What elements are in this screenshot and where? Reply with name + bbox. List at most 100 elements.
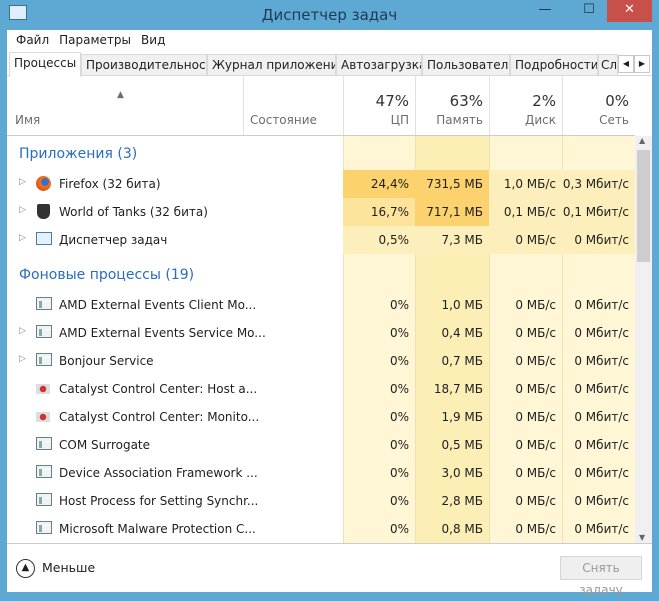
end-task-button[interactable]: Снять задачу (560, 556, 642, 597)
scroll-up-icon[interactable]: ▲ (639, 136, 646, 145)
process-row[interactable]: Microsoft Malware Protection C... 0% 0,8 М… (7, 515, 635, 543)
footer: ▲ Меньше Снять задачу (7, 543, 652, 597)
process-mem: 731,5 МБ (415, 170, 489, 198)
vertical-scrollbar[interactable]: ▲ ▼ (635, 136, 652, 544)
process-mem: 0,8 МБ (441, 522, 483, 536)
close-button[interactable]: ✕ (607, 0, 652, 22)
expand-icon[interactable]: ▷ (19, 326, 26, 336)
process-net: 0 Мбит/с (574, 354, 629, 368)
chevron-up-circle-icon[interactable]: ▲ (16, 559, 35, 578)
expand-icon[interactable]: ▷ (19, 233, 26, 243)
process-mem: 7,3 МБ (415, 226, 489, 254)
tab-startup[interactable]: Автозагрузка (336, 54, 422, 76)
process-row[interactable]: ▷ Firefox (32 бита) 24,4% 731,5 МБ 1,0 МБ/с 0… (7, 170, 635, 198)
column-cpu[interactable]: 47% ЦП (343, 76, 415, 135)
process-net: 0 Мбит/с (574, 382, 629, 396)
process-cpu: 0% (389, 466, 409, 480)
service-window-icon (36, 521, 52, 536)
process-disk: 0 МБ/с (515, 494, 556, 508)
process-row[interactable]: COM Surrogate 0% 0,5 МБ 0 МБ/с 0 Мбит/с (7, 431, 635, 459)
firefox-icon (36, 176, 52, 191)
group-background: Фоновые процессы (19) (7, 261, 635, 289)
process-row[interactable]: ▷ Диспетчер задач 0,5% 7,3 МБ 0 МБ/с 0 Мбит/с (7, 226, 635, 254)
process-net: 0 Мбит/с (574, 522, 629, 536)
column-status[interactable]: Состояние (243, 76, 343, 135)
column-network-label: Сеть (599, 113, 629, 127)
process-name: Host Process for Setting Synchr... (59, 494, 259, 508)
process-row[interactable]: ▷ Bonjour Service 0% 0,7 МБ 0 МБ/с 0 Мбит/с (7, 347, 635, 375)
process-cpu: 0% (389, 382, 409, 396)
column-memory[interactable]: 63% Память (415, 76, 489, 135)
column-name-label: Имя (15, 113, 41, 127)
fewer-details-link[interactable]: Меньше (42, 560, 96, 575)
client-area: Файл Параметры Вид Процессы Производител… (7, 30, 652, 597)
process-cpu: 0% (389, 354, 409, 368)
column-disk-label: Диск (524, 113, 556, 127)
process-net: 0 Мбит/с (574, 326, 629, 340)
scroll-down-icon[interactable]: ▼ (639, 533, 646, 542)
process-net: 0,1 Мбит/с (562, 198, 635, 226)
process-row[interactable]: Catalyst Control Center: Host a... 0% 18,7… (7, 375, 635, 403)
process-row[interactable]: ▷ World of Tanks (32 бита) 16,7% 717,1 МБ 0,… (7, 198, 635, 226)
menu-options[interactable]: Параметры (59, 33, 132, 47)
expand-icon[interactable]: ▷ (19, 177, 26, 187)
tab-performance[interactable]: Производительность (81, 54, 207, 76)
process-cpu: 24,4% (343, 170, 415, 198)
sort-up-icon: ▲ (117, 90, 124, 100)
process-name: Catalyst Control Center: Monito... (59, 410, 260, 424)
process-row[interactable]: ▷ AMD External Events Service Mo... 0% 0,4 … (7, 319, 635, 347)
process-row[interactable]: AMD External Events Client Mo... 0% 1,0 МБ… (7, 291, 635, 319)
process-net: 0 Мбит/с (574, 494, 629, 508)
process-row[interactable]: Host Process for Setting Synchr... 0% 2,8 … (7, 487, 635, 515)
process-name: Microsoft Malware Protection C... (59, 522, 256, 536)
process-name: Bonjour Service (59, 354, 154, 368)
column-memory-label: Память (436, 113, 483, 127)
tab-scroll-left-icon[interactable]: ◀ (618, 55, 634, 73)
menu-file[interactable]: Файл (16, 33, 50, 47)
task-manager-icon[interactable] (9, 5, 27, 20)
task-manager-icon (36, 232, 52, 247)
process-cpu: 0% (389, 438, 409, 452)
network-total: 0% (605, 92, 629, 110)
process-disk: 1,0 МБ/с (489, 170, 562, 198)
tab-bar: Процессы Производительность Журнал прило… (7, 52, 652, 77)
process-list: Приложения (3) ▷ Firefox (32 бита) 24,4% 731… (7, 136, 635, 544)
process-cpu: 0% (389, 410, 409, 424)
scrollbar-thumb[interactable] (637, 150, 650, 262)
process-net: 0 Мбит/с (574, 466, 629, 480)
process-row[interactable]: Device Association Framework ... 0% 3,0 МБ… (7, 459, 635, 487)
process-disk: 0 МБ/с (515, 438, 556, 452)
process-disk: 0 МБ/с (515, 466, 556, 480)
menu-view[interactable]: Вид (141, 33, 166, 47)
catalyst-icon (36, 381, 52, 396)
column-header: ▲ Имя Состояние 47% ЦП 63% Память 2% Дис… (7, 76, 635, 136)
column-disk[interactable]: 2% Диск (489, 76, 562, 135)
maximize-button[interactable]: ☐ (583, 2, 595, 17)
process-net: 0,3 Мбит/с (562, 170, 635, 198)
column-network[interactable]: 0% Сеть (562, 76, 635, 135)
process-name: World of Tanks (32 бита) (59, 205, 208, 219)
group-title: Фоновые процессы (19) (19, 267, 195, 283)
process-mem: 18,7 МБ (433, 382, 483, 396)
minimize-button[interactable]: — (538, 2, 552, 17)
expand-icon[interactable]: ▷ (19, 205, 26, 215)
process-mem: 2,8 МБ (441, 494, 483, 508)
cpu-total: 47% (375, 92, 409, 110)
title-bar: Диспетчер задач — ☐ ✕ (0, 0, 659, 30)
process-name: COM Surrogate (59, 438, 151, 452)
expand-icon[interactable]: ▷ (19, 354, 26, 364)
process-disk: 0 МБ/с (515, 382, 556, 396)
process-disk: 0 МБ/с (515, 326, 556, 340)
process-cpu: 0% (389, 522, 409, 536)
world-of-tanks-icon (36, 204, 52, 219)
column-name[interactable]: ▲ Имя (7, 76, 243, 135)
tab-scroll-right-icon[interactable]: ▶ (634, 55, 650, 73)
tab-processes[interactable]: Процессы (9, 52, 81, 77)
tab-details[interactable]: Подробности (510, 54, 598, 76)
tab-users[interactable]: Пользователи (422, 54, 510, 76)
tab-services[interactable]: Сл (598, 54, 618, 76)
process-row[interactable]: Catalyst Control Center: Monito... 0% 1,9 … (7, 403, 635, 431)
tab-app-history[interactable]: Журнал приложений (207, 54, 336, 76)
process-mem: 1,9 МБ (441, 410, 483, 424)
process-cpu: 0,5% (343, 226, 415, 254)
